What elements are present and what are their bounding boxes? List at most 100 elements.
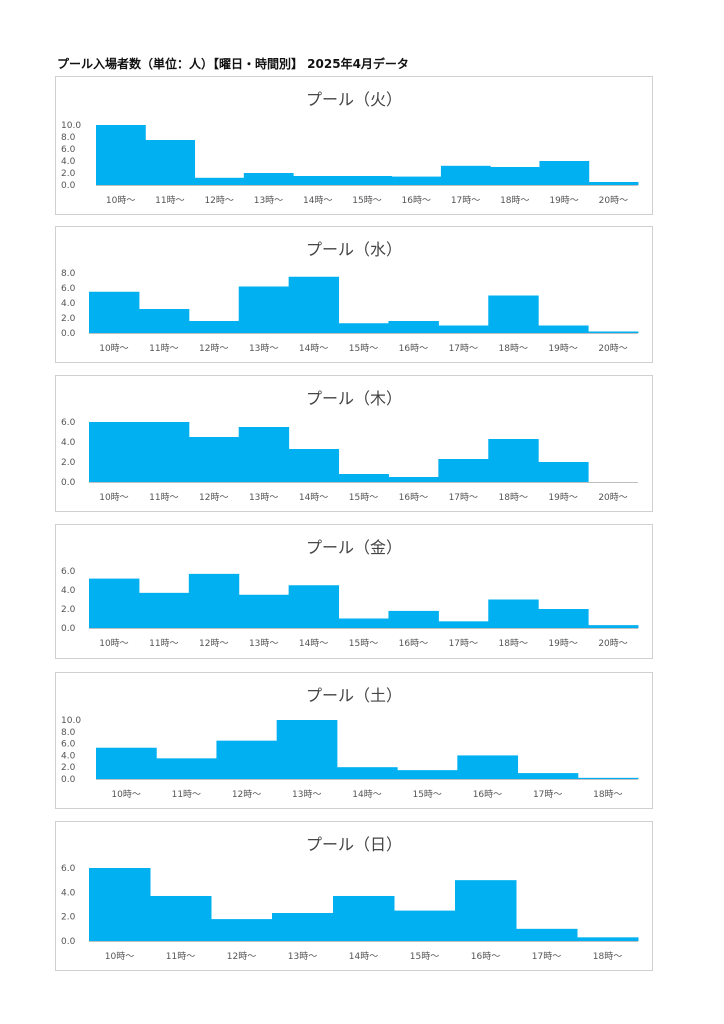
bar <box>293 176 343 185</box>
x-tick-label: 14時～ <box>352 789 381 800</box>
x-tick-label: 12時～ <box>204 195 233 206</box>
x-tick-label: 13時～ <box>292 789 321 800</box>
y-tick-label: 0.0 <box>61 775 76 785</box>
chart-title: プール（金） <box>306 538 402 557</box>
x-tick-label: 13時～ <box>288 951 317 962</box>
x-tick-label: 18時～ <box>500 195 529 206</box>
bar <box>238 427 290 482</box>
x-tick-label: 11時～ <box>172 789 201 800</box>
x-tick-label: 12時～ <box>232 789 261 800</box>
y-tick-label: 2.0 <box>61 763 76 773</box>
chart-panel-saturday: プール（土） 0.0 2.0 4.0 6.0 8.0 10.0 10時～ 11時～ 12時～ 13時… <box>55 672 653 809</box>
y-tick-label: 6.0 <box>61 567 76 577</box>
x-tick-label: 12時～ <box>199 492 228 503</box>
y-tick-label: 4.0 <box>61 299 76 309</box>
y-tick-label: 4.0 <box>61 586 76 596</box>
bar <box>440 165 491 185</box>
bar <box>288 449 340 482</box>
x-tick-label: 14時～ <box>303 195 332 206</box>
y-tick-label: 4.0 <box>61 157 76 167</box>
bar <box>188 321 240 333</box>
chart-svg: プール（火） 0.0 2.0 4.0 6.0 8.0 10.0 10時～ 11時～ 12時～ 13時… <box>61 90 639 206</box>
bar <box>89 868 151 941</box>
chart-svg: プール（水） 0.0 2.0 4.0 6.0 8.0 10時～ 11時～ 12時～ 13時～ 14時… <box>61 240 639 354</box>
bar <box>138 592 190 628</box>
x-tick-label: 14時～ <box>299 638 328 649</box>
y-tick-label: 2.0 <box>61 458 76 468</box>
x-tick-label: 12時～ <box>199 343 228 354</box>
y-tick-label: 6.0 <box>61 864 76 874</box>
page-title: プール入場者数（単位：人）【曜日・時間別】 2025年4月データ <box>57 57 409 71</box>
chart-svg: プール（日） 0.0 2.0 4.0 6.0 10時～ 11時～ 12時～ 13時～ 14時～ 15… <box>61 835 639 962</box>
bar <box>516 928 578 941</box>
x-tick-label: 19時～ <box>549 195 578 206</box>
y-tick-label: 2.0 <box>61 605 76 615</box>
x-tick-label: 14時～ <box>299 343 328 354</box>
x-tick-label: 17時～ <box>532 951 561 962</box>
x-tick-label: 10時～ <box>106 195 135 206</box>
bar <box>89 422 140 482</box>
bar <box>96 125 146 185</box>
chart-title: プール（土） <box>306 686 402 705</box>
x-tick-label: 13時～ <box>249 343 278 354</box>
x-tick-label: 10時～ <box>105 951 134 962</box>
bar <box>388 321 439 333</box>
x-tick-label: 19時～ <box>548 492 577 503</box>
bar <box>538 325 589 333</box>
x-tick-label: 10時～ <box>99 492 128 503</box>
bar <box>338 618 389 628</box>
bar <box>488 295 539 333</box>
chart-panel-thursday: プール（木） 0.0 2.0 4.0 6.0 10時～ 11時～ 12時～ 13時～ 14時～ 15… <box>55 375 653 512</box>
chart-svg: プール（木） 0.0 2.0 4.0 6.0 10時～ 11時～ 12時～ 13時～ 14時～ 15… <box>61 389 638 503</box>
x-tick-label: 19時～ <box>548 343 577 354</box>
bar <box>338 474 389 482</box>
x-tick-label: 18時～ <box>499 343 528 354</box>
x-tick-label: 13時～ <box>249 638 278 649</box>
y-tick-label: 6.0 <box>61 284 76 294</box>
x-tick-label: 11時～ <box>149 343 178 354</box>
y-tick-label: 4.0 <box>61 751 76 761</box>
bar <box>388 610 439 628</box>
x-tick-label: 20時～ <box>598 343 627 354</box>
x-tick-label: 13時～ <box>254 195 283 206</box>
chart-title: プール（日） <box>306 835 402 854</box>
y-tick-label: 0.0 <box>61 478 76 488</box>
x-tick-label: 10時～ <box>99 343 128 354</box>
bar <box>577 937 639 941</box>
bar <box>342 176 393 185</box>
x-tick-label: 16時～ <box>471 951 500 962</box>
bar <box>336 767 398 779</box>
x-tick-label: 15時～ <box>349 343 378 354</box>
y-tick-label: 8.0 <box>61 728 76 738</box>
x-tick-label: 20時～ <box>598 638 627 649</box>
x-tick-label: 10時～ <box>111 789 140 800</box>
bar <box>156 758 217 779</box>
x-tick-label: 15時～ <box>352 195 381 206</box>
x-tick-label: 15時～ <box>349 638 378 649</box>
bar <box>588 182 639 185</box>
x-tick-label: 16時～ <box>399 492 428 503</box>
x-tick-label: 15時～ <box>412 789 441 800</box>
bar <box>488 439 539 482</box>
y-tick-label: 6.0 <box>61 740 76 750</box>
bar <box>272 913 334 941</box>
x-tick-label: 19時～ <box>548 638 577 649</box>
bar <box>517 773 579 779</box>
bar <box>490 167 540 185</box>
y-tick-label: 0.0 <box>61 181 76 191</box>
bar <box>138 422 190 482</box>
y-tick-label: 0.0 <box>61 937 76 947</box>
chart-svg: プール（金） 0.0 2.0 4.0 6.0 10時～ 11時～ 12時～ 13時～ 14時～ 15… <box>61 538 639 649</box>
x-tick-label: 11時～ <box>149 492 178 503</box>
y-tick-label: 10.0 <box>61 121 81 131</box>
y-tick-label: 0.0 <box>61 624 76 634</box>
x-tick-label: 11時～ <box>166 951 195 962</box>
x-tick-label: 12時～ <box>227 951 256 962</box>
bar <box>394 910 456 941</box>
bar <box>276 720 338 779</box>
x-tick-label: 14時～ <box>349 951 378 962</box>
bar <box>391 176 442 185</box>
bar <box>455 880 517 941</box>
bar <box>488 599 539 628</box>
bar <box>89 578 140 628</box>
